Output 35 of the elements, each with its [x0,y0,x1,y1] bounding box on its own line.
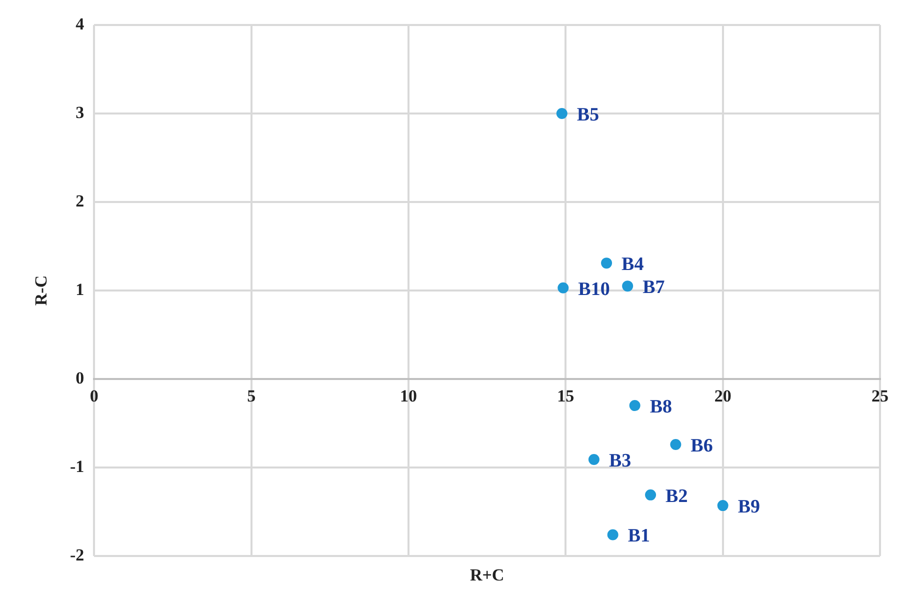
point [622,280,634,292]
y-tick-label: -2 [70,545,84,564]
annotation: B5 [576,104,600,126]
annotation: B1 [628,526,650,547]
point [607,529,618,540]
x-axis-title: R+C [470,565,504,584]
annotation: B7 [642,276,666,298]
y-tick-label: 4 [76,14,85,34]
y-tick-label: 1 [76,280,84,299]
annotation: B2 [666,486,688,507]
point [670,438,682,450]
point [558,282,569,294]
point [556,108,568,119]
y-tick-label: -1 [70,456,84,476]
point [717,500,728,512]
x-tick-label: 10 [400,386,417,406]
x-tick-label: 25 [872,386,888,406]
y-tick-label: 3 [76,102,84,122]
x-tick-label: 0 [90,386,98,406]
annotation: B8 [650,396,672,418]
point [629,400,640,412]
y-axis-title: R-C [32,275,51,306]
annotation: B10 [578,278,610,300]
point [601,258,612,269]
y-tick-label: 0 [76,368,84,388]
x-tick-label: 5 [247,386,256,406]
x-tick-label: 20 [714,386,732,406]
annotation: B9 [738,496,760,518]
annotation: B6 [690,435,713,456]
annotation: B4 [622,254,644,275]
x-tick-label: 15 [557,386,574,406]
point [588,454,600,466]
y-tick-label: 2 [76,191,84,210]
point [645,489,656,500]
annotation: B3 [608,450,632,472]
